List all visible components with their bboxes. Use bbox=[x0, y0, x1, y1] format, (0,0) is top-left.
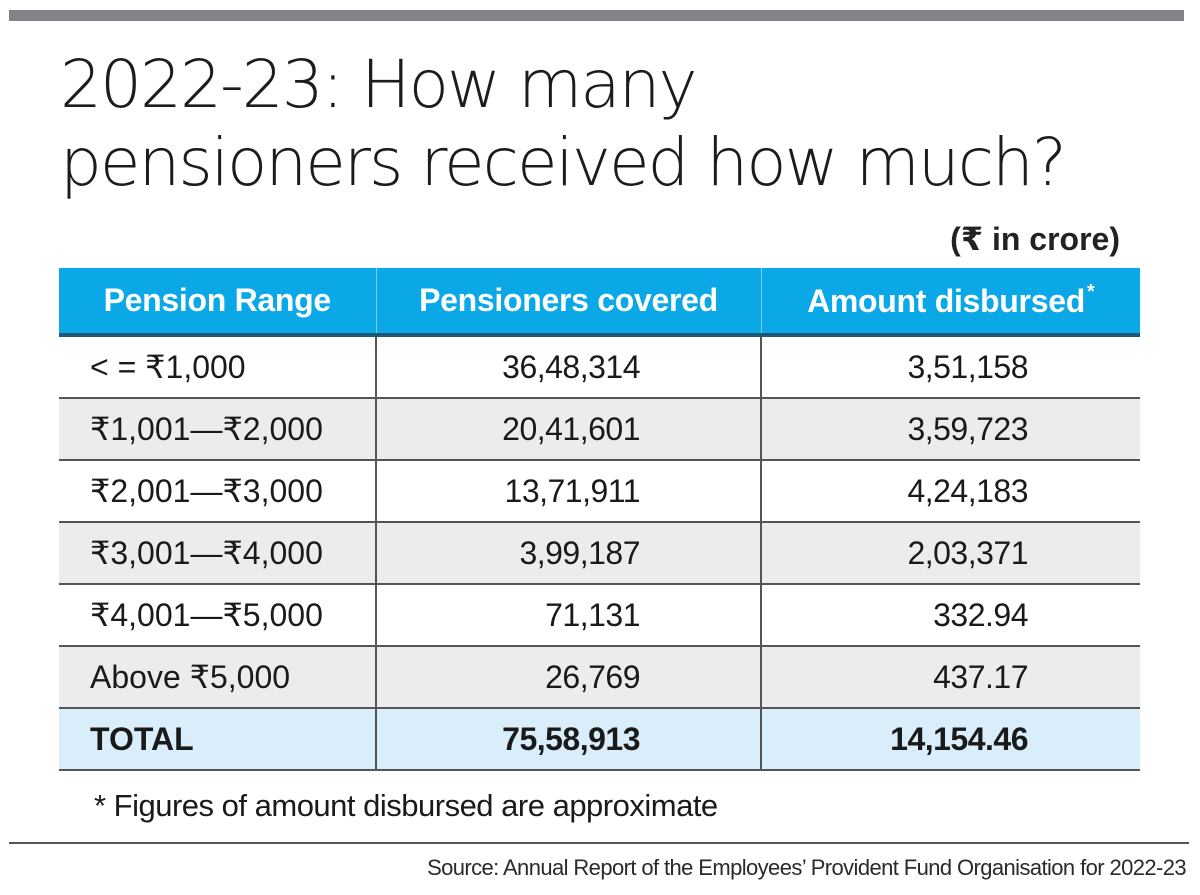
header-label: Pensioners covered bbox=[419, 282, 718, 318]
cell-pensioners: 13,71,911 bbox=[375, 460, 761, 523]
header-pension-range: Pension Range bbox=[59, 268, 376, 337]
cell-range: ₹1,001—₹2,000 bbox=[59, 398, 376, 461]
table-total-row: TOTAL 75,58,913 14,154.46 bbox=[59, 708, 1140, 771]
cell-amount: 3,59,723 bbox=[760, 398, 1140, 461]
chart-title-line-2: pensioners received how much? bbox=[60, 124, 1067, 201]
cell-range: < = ₹1,000 bbox=[59, 335, 376, 399]
cell-range: ₹2,001—₹3,000 bbox=[59, 460, 376, 523]
table-header-row: Pension Range Pensioners covered Amount … bbox=[59, 268, 1140, 337]
cell-pensioners: 71,131 bbox=[375, 584, 761, 647]
cell-pensioners: 20,41,601 bbox=[375, 398, 761, 461]
total-label: TOTAL bbox=[59, 708, 376, 771]
table-row: ₹3,001—₹4,000 3,99,187 2,03,371 bbox=[59, 522, 1140, 585]
footnote-marker: * bbox=[1086, 281, 1095, 303]
cell-range: Above ₹5,000 bbox=[59, 646, 376, 709]
source-credit: Source: Annual Report of the Employees’ … bbox=[427, 855, 1187, 880]
cell-amount: 2,03,371 bbox=[760, 522, 1140, 585]
cell-pensioners: 26,769 bbox=[375, 646, 761, 709]
header-label: Pension Range bbox=[103, 282, 332, 318]
header-pensioners-covered: Pensioners covered bbox=[375, 268, 761, 337]
footnote: * Figures of amount disbursed are approx… bbox=[94, 788, 718, 823]
pension-table: Pension Range Pensioners covered Amount … bbox=[59, 268, 1140, 771]
cell-amount: 437.17 bbox=[760, 646, 1140, 709]
cell-amount: 4,24,183 bbox=[760, 460, 1140, 523]
cell-amount: 332.94 bbox=[760, 584, 1140, 647]
table-row: ₹4,001—₹5,000 71,131 332.94 bbox=[59, 584, 1140, 647]
divider bbox=[9, 842, 1189, 844]
table-row: Above ₹5,000 26,769 437.17 bbox=[59, 646, 1140, 709]
cell-amount: 3,51,158 bbox=[760, 335, 1140, 399]
cell-pensioners: 3,99,187 bbox=[375, 522, 761, 585]
cell-range: ₹3,001—₹4,000 bbox=[59, 522, 376, 585]
table-row: ₹2,001—₹3,000 13,71,911 4,24,183 bbox=[59, 460, 1140, 523]
cell-pensioners: 36,48,314 bbox=[375, 335, 761, 399]
header-amount-disbursed: Amount disbursed * bbox=[760, 268, 1140, 337]
chart-title: 2022-23: How many pensioners received ho… bbox=[60, 46, 1160, 202]
unit-note: (₹ in crore) bbox=[950, 221, 1120, 257]
table-row: ₹1,001—₹2,000 20,41,601 3,59,723 bbox=[59, 398, 1140, 461]
table-row: < = ₹1,000 36,48,314 3,51,158 bbox=[59, 335, 1140, 399]
total-pensioners: 75,58,913 bbox=[375, 708, 761, 771]
cell-range: ₹4,001—₹5,000 bbox=[59, 584, 376, 647]
header-label: Amount disbursed bbox=[807, 283, 1085, 319]
chart-title-line-1: 2022-23: How many bbox=[60, 46, 698, 123]
total-amount: 14,154.46 bbox=[760, 708, 1140, 771]
top-accent-bar bbox=[9, 10, 1184, 21]
